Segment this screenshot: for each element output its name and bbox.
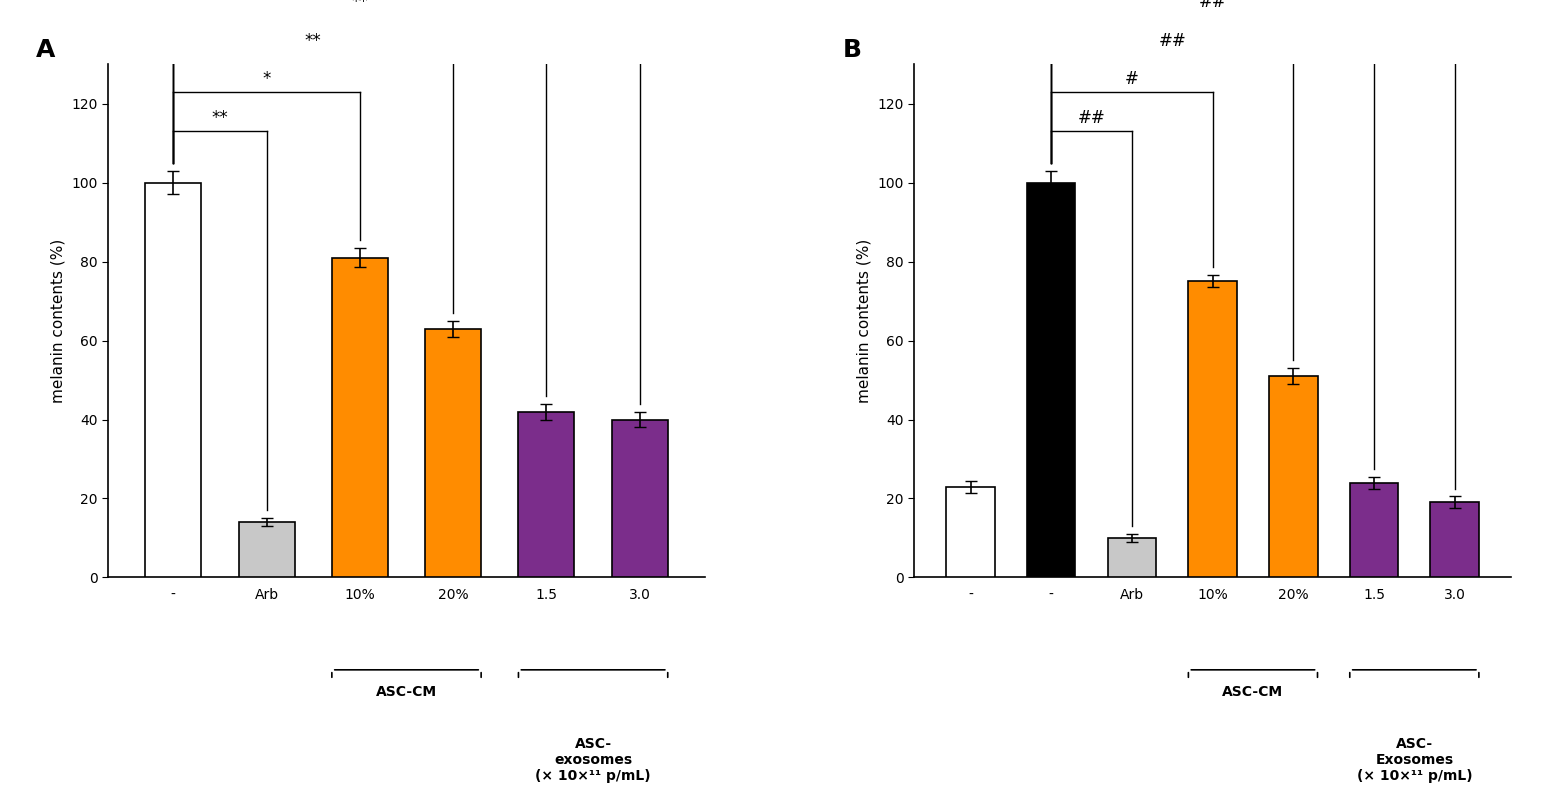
Bar (612, 419, 668, 577)
Text: **: ** (352, 0, 369, 11)
Bar (1189, 282, 1237, 577)
Text: **: ** (211, 109, 228, 127)
Text: #: # (1126, 71, 1140, 88)
Text: ##: ## (1078, 109, 1106, 127)
Text: *: * (262, 71, 271, 88)
Bar (947, 487, 995, 577)
Text: **: ** (305, 32, 322, 50)
Text: ASC-
exosomes
(× 10×¹¹ p/mL): ASC- exosomes (× 10×¹¹ p/mL) (535, 736, 651, 783)
Bar (1269, 376, 1317, 577)
Y-axis label: melanin contents (%): melanin contents (%) (857, 239, 871, 403)
Bar (1431, 502, 1479, 577)
Text: A: A (37, 38, 56, 63)
Text: ASC-
Exosomes
(× 10×¹¹ p/mL): ASC- Exosomes (× 10×¹¹ p/mL) (1357, 736, 1473, 783)
Text: ##: ## (1158, 32, 1186, 50)
Text: ASC-CM: ASC-CM (376, 685, 436, 699)
Bar (1027, 183, 1075, 577)
Bar (239, 522, 295, 577)
Text: B: B (842, 38, 862, 63)
Bar (518, 411, 575, 577)
Bar (1107, 538, 1156, 577)
Y-axis label: melanin contents (%): melanin contents (%) (51, 239, 66, 403)
Bar (426, 329, 481, 577)
Bar (332, 257, 389, 577)
Text: ##: ## (1198, 0, 1226, 11)
Bar (1349, 483, 1399, 577)
Text: ASC-CM: ASC-CM (1223, 685, 1283, 699)
Bar (145, 183, 202, 577)
